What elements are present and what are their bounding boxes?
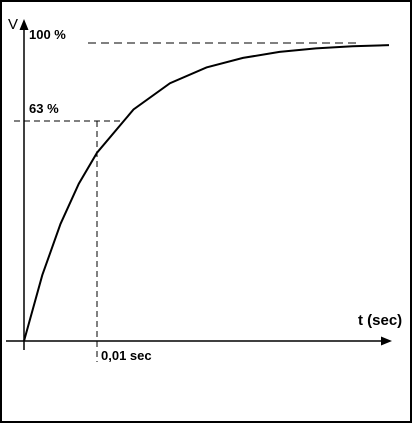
y-axis-label: V: [8, 16, 18, 33]
x-axis-label: t (sec): [358, 312, 402, 329]
y-axis-arrowhead: [19, 19, 29, 30]
series-line-voltage: [23, 44, 390, 342]
x-axis-arrowhead: [381, 336, 392, 346]
tau-tick-label: 0,01 sec: [101, 348, 152, 363]
label-63-percent: 63 %: [29, 101, 59, 116]
label-100-percent: 100 %: [29, 27, 66, 42]
